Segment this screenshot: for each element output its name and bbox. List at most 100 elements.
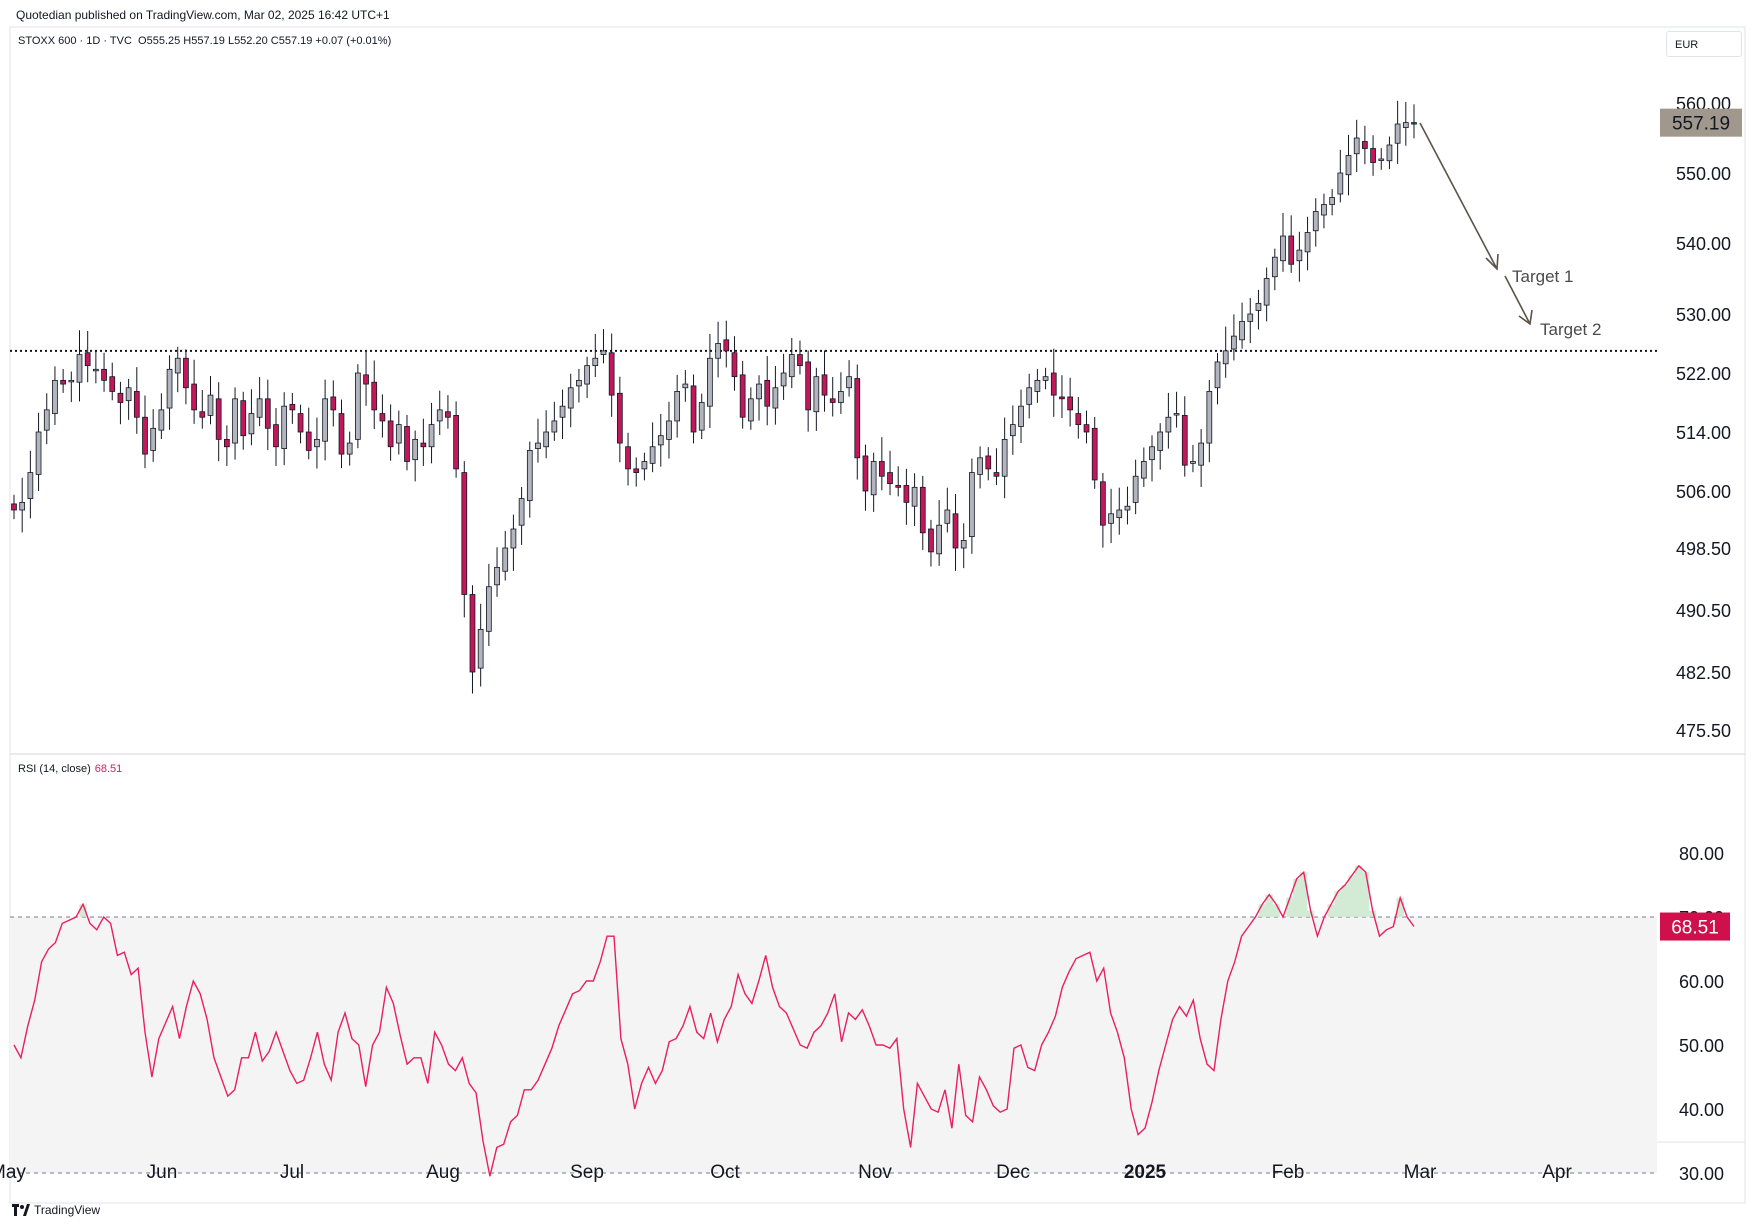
candle bbox=[854, 364, 861, 480]
candle bbox=[1263, 267, 1270, 322]
candle bbox=[1165, 392, 1172, 449]
time-axis-label: Sep bbox=[570, 1162, 604, 1183]
price-axis-label: 482.50 bbox=[1676, 663, 1731, 683]
candle bbox=[1362, 125, 1368, 165]
candle bbox=[224, 425, 230, 466]
candle bbox=[772, 365, 779, 425]
candle bbox=[1009, 405, 1016, 455]
candle bbox=[715, 321, 721, 378]
target-1-label[interactable]: Target 1 bbox=[1512, 267, 1573, 286]
candle bbox=[1239, 302, 1245, 349]
candle bbox=[723, 320, 730, 368]
candle bbox=[1280, 212, 1286, 272]
candle bbox=[166, 355, 173, 430]
last-price-value: 557.19 bbox=[1672, 114, 1730, 135]
candle bbox=[125, 378, 132, 420]
candle bbox=[453, 401, 459, 478]
candle bbox=[183, 349, 189, 405]
rsi-axis-label: 80.00 bbox=[1679, 844, 1724, 864]
candle bbox=[133, 367, 140, 434]
candle bbox=[428, 402, 435, 464]
candle bbox=[150, 409, 157, 462]
candle bbox=[960, 523, 967, 569]
candle bbox=[707, 333, 713, 428]
time-axis-label: Apr bbox=[1542, 1162, 1572, 1183]
candle bbox=[191, 359, 197, 424]
rsi-last-value: 68.51 bbox=[1671, 918, 1719, 939]
candle bbox=[616, 376, 623, 463]
candle bbox=[543, 410, 550, 459]
candle bbox=[1091, 416, 1098, 489]
time-axis-label: May bbox=[0, 1162, 26, 1183]
price-axis[interactable]: 560.00550.00540.00530.00522.00514.00506.… bbox=[1676, 94, 1731, 741]
candle bbox=[977, 446, 983, 489]
candle bbox=[1304, 216, 1311, 271]
candle bbox=[649, 422, 656, 473]
candle bbox=[797, 340, 803, 375]
candle bbox=[27, 450, 34, 519]
time-axis-label: Jun bbox=[147, 1162, 178, 1183]
candle bbox=[1100, 472, 1106, 548]
candle bbox=[314, 417, 320, 469]
candle bbox=[1411, 104, 1417, 139]
candle bbox=[657, 413, 664, 467]
rsi-line[interactable] bbox=[13, 864, 1415, 1177]
last-price-badge: 557.19 bbox=[1660, 108, 1742, 137]
candle bbox=[1312, 198, 1319, 247]
candle bbox=[895, 466, 902, 497]
time-axis[interactable]: May Jun Jul Aug Sep Oct Nov Dec 2025 Feb Mar Apr bbox=[0, 1162, 1572, 1183]
candle bbox=[535, 418, 541, 463]
candle bbox=[379, 394, 386, 438]
projection-arrowhead-1 bbox=[1485, 253, 1499, 271]
candle bbox=[68, 371, 75, 403]
projection-drawing[interactable] bbox=[1419, 122, 1533, 326]
time-axis-label: Dec bbox=[996, 1162, 1030, 1183]
price-axis-label: 514.00 bbox=[1676, 423, 1731, 443]
candle bbox=[338, 399, 345, 469]
candle bbox=[747, 387, 754, 430]
tradingview-logo-icon bbox=[12, 1204, 30, 1216]
time-axis-label: Feb bbox=[1272, 1162, 1305, 1183]
candle bbox=[1018, 389, 1024, 444]
candle bbox=[559, 389, 566, 440]
time-axis-label: Aug bbox=[426, 1162, 460, 1183]
candle bbox=[838, 372, 844, 414]
rsi-axis-label: 40.00 bbox=[1679, 1100, 1724, 1120]
rsi-legend: RSI (14, close) 68.51 bbox=[18, 763, 122, 775]
symbol-name[interactable]: STOXX 600 · 1D · TVC bbox=[18, 35, 132, 47]
candle bbox=[199, 389, 206, 429]
projection-line-2[interactable] bbox=[1504, 275, 1531, 325]
candle bbox=[1386, 136, 1393, 170]
candle bbox=[1321, 193, 1327, 229]
currency-selector[interactable]: EUR bbox=[1666, 31, 1742, 57]
price-axis-label: 540.00 bbox=[1676, 234, 1731, 254]
candle bbox=[600, 329, 607, 364]
candle bbox=[19, 477, 26, 533]
projection-line-1[interactable] bbox=[1419, 122, 1498, 270]
candle bbox=[625, 432, 631, 486]
candle bbox=[985, 447, 992, 481]
candle bbox=[93, 350, 99, 384]
rsi-legend-label[interactable]: RSI (14, close) bbox=[18, 763, 91, 775]
candle bbox=[584, 356, 590, 399]
candle bbox=[248, 389, 255, 446]
candle bbox=[846, 360, 852, 397]
candle bbox=[526, 441, 533, 518]
candle bbox=[60, 368, 66, 393]
candle bbox=[952, 494, 959, 571]
candle bbox=[682, 370, 689, 402]
candle bbox=[412, 430, 419, 482]
candle bbox=[174, 346, 181, 393]
candle bbox=[207, 375, 214, 425]
candle bbox=[1206, 380, 1213, 463]
candle bbox=[436, 390, 443, 435]
candle bbox=[936, 500, 943, 566]
candle bbox=[1214, 353, 1221, 405]
target-2-label[interactable]: Target 2 bbox=[1540, 320, 1601, 339]
ohlc-values: O555.25 H557.19 L552.20 C557.19 +0.07 (+… bbox=[138, 35, 392, 47]
candle bbox=[485, 563, 492, 647]
candle bbox=[1222, 326, 1229, 378]
time-axis-label: Mar bbox=[1404, 1162, 1437, 1183]
